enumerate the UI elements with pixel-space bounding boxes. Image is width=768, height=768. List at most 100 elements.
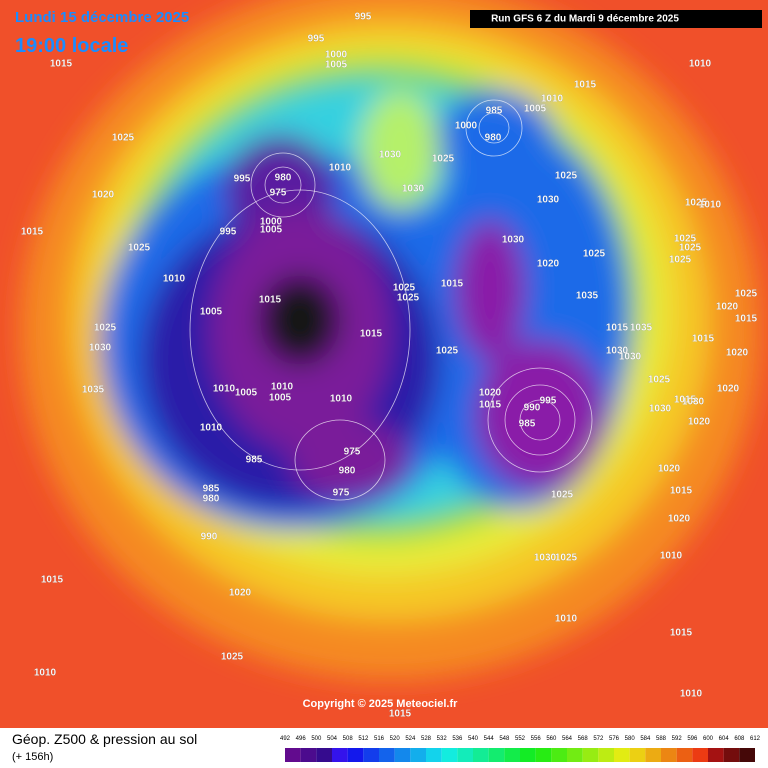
pressure-label: 1025 <box>94 323 117 334</box>
colorbar-swatch <box>488 748 505 762</box>
pressure-label: 1005 <box>260 225 283 236</box>
pressure-label: 1015 <box>735 314 758 325</box>
pressure-label: 1025 <box>555 171 578 182</box>
colorbar-label: 524 <box>405 736 416 742</box>
pressure-label: 1030 <box>649 404 672 415</box>
pressure-label: 1015 <box>41 575 64 586</box>
pressure-label: 1025 <box>551 490 574 501</box>
copyright: Copyright © 2025 Meteociel.fr <box>303 698 459 710</box>
pressure-label: 1005 <box>235 388 258 399</box>
colorbar-label: 564 <box>562 736 573 742</box>
colorbar-swatch <box>457 748 473 762</box>
pressure-label: 980 <box>275 173 292 184</box>
pressure-label: 985 <box>246 455 263 466</box>
pressure-label: 1010 <box>660 551 683 562</box>
pressure-label: 1030 <box>619 352 642 363</box>
colorbar-label: 508 <box>343 736 354 742</box>
colorbar-label: 600 <box>703 736 714 742</box>
pressure-label: 1010 <box>330 394 353 405</box>
colorbar-swatch <box>379 748 395 762</box>
colorbar-swatch <box>551 748 567 762</box>
colorbar-swatch <box>598 748 614 762</box>
colorbar-swatch <box>676 748 693 762</box>
pressure-label: 1025 <box>393 283 416 294</box>
colorbar-label: 556 <box>531 736 542 742</box>
pressure-label: 1010 <box>213 384 236 395</box>
pressure-label: 985 <box>519 419 536 430</box>
pressure-label: 1020 <box>658 464 681 475</box>
colorbar-label: 504 <box>327 736 338 742</box>
pressure-label: 1000 <box>325 50 348 61</box>
colorbar-swatch <box>285 748 301 762</box>
pressure-label: 1000 <box>455 121 478 132</box>
pressure-label: 980 <box>485 133 502 144</box>
footer-title: Géop. Z500 & pression au sol <box>12 731 197 747</box>
colorbar-swatch <box>504 748 520 762</box>
colorbar-label: 604 <box>719 736 730 742</box>
pressure-label: 1020 <box>668 514 691 525</box>
colorbar-swatch <box>332 748 348 762</box>
colorbar-swatch <box>614 748 630 762</box>
colorbar-swatch <box>410 748 426 762</box>
footer-lead: (+ 156h) <box>12 751 53 763</box>
field <box>0 0 768 728</box>
pressure-label: 975 <box>270 188 287 199</box>
colorbar-swatch <box>708 748 724 762</box>
pressure-label: 1020 <box>726 348 749 359</box>
run-info: Run GFS 6 Z du Mardi 9 décembre 2025 <box>491 14 679 25</box>
pressure-label: 1035 <box>630 323 653 334</box>
pressure-label: 1025 <box>583 249 606 260</box>
colorbar-swatch <box>739 748 755 762</box>
colorbar-swatch <box>661 748 677 762</box>
pressure-label: 1015 <box>692 334 715 345</box>
colorbar-label: 560 <box>546 736 557 742</box>
pressure-label: 1010 <box>329 163 352 174</box>
pressure-label: 1035 <box>576 291 599 302</box>
pressure-label: 1000 <box>260 217 283 228</box>
pressure-label: 980 <box>339 466 356 477</box>
pressure-labels: 9959951000100510151025102010151025101010… <box>21 11 758 720</box>
pressure-label: 1020 <box>479 388 502 399</box>
colorbar-label: 592 <box>672 736 683 742</box>
colorbar-swatch <box>316 748 332 762</box>
colorbar-label: 552 <box>515 736 526 742</box>
pressure-label: 1025 <box>674 234 697 245</box>
colorbar-label: 580 <box>625 736 636 742</box>
colorbar-label: 536 <box>452 736 463 742</box>
pressure-label: 1010 <box>200 423 223 434</box>
pressure-label: 1025 <box>112 133 135 144</box>
pressure-label: 1030 <box>502 235 525 246</box>
pressure-label: 1015 <box>441 279 464 290</box>
colorbar-label: 492 <box>280 736 291 742</box>
colorbar-label: 520 <box>390 736 401 742</box>
pressure-label: 1010 <box>680 689 703 700</box>
colorbar-swatch <box>535 748 552 762</box>
pressure-label: 1020 <box>537 259 560 270</box>
colorbar-swatch <box>426 748 442 762</box>
pressure-label: 985 <box>203 484 220 495</box>
pressure-label: 1020 <box>716 302 739 313</box>
colorbar-swatch <box>520 748 536 762</box>
date: Lundi 15 décembre 2025 <box>15 9 189 26</box>
pressure-label: 990 <box>524 403 541 414</box>
pressure-label: 1025 <box>648 375 671 386</box>
pressure-label: 1025 <box>669 255 692 266</box>
colorbar-swatch <box>582 748 599 762</box>
colorbar-label: 588 <box>656 736 667 742</box>
pressure-label: 1015 <box>50 59 73 70</box>
pressure-label: 1005 <box>200 307 223 318</box>
pressure-label: 995 <box>355 12 372 23</box>
pressure-label: 1025 <box>555 553 578 564</box>
pressure-label: 1010 <box>541 94 564 105</box>
colorbar-swatch <box>394 748 411 762</box>
pressure-label: 1030 <box>682 397 705 408</box>
pressure-label: 1025 <box>128 243 151 254</box>
colorbar-label: 572 <box>593 736 604 742</box>
pressure-label: 1015 <box>674 395 697 406</box>
colorbar-label: 584 <box>640 736 651 742</box>
colorbar-swatch <box>567 748 583 762</box>
pressure-label: 1015 <box>670 486 693 497</box>
pressure-label: 1015 <box>574 80 597 91</box>
pressure-label: 1015 <box>389 709 412 720</box>
